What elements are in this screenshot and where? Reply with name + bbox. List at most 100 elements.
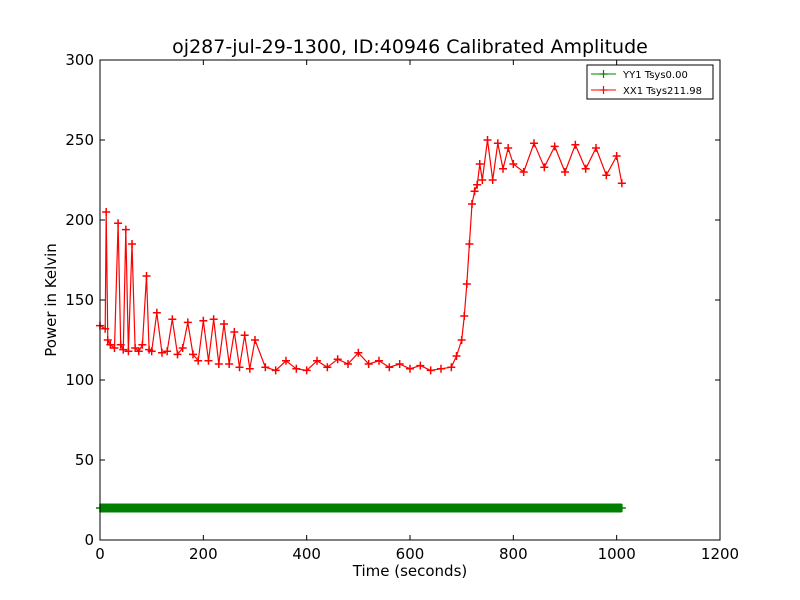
data-point-yy1 [354, 504, 363, 512]
data-point-xx1 [519, 168, 528, 176]
data-point-xx1 [220, 320, 228, 328]
data-point-xx1 [344, 360, 352, 368]
data-point-xx1 [473, 180, 482, 189]
data-point-xx1 [261, 363, 270, 372]
data-point-xx1 [138, 340, 147, 349]
data-point-xx1 [612, 152, 621, 160]
data-point-xx1 [406, 364, 414, 373]
x-tick-label: 1000 [598, 545, 636, 563]
series-xx1 [96, 136, 626, 375]
data-point-xx1 [110, 344, 119, 352]
data-point-xx1 [395, 360, 404, 368]
data-point-xx1 [168, 315, 177, 324]
data-point-xx1 [457, 336, 466, 344]
data-point-xx1 [116, 340, 125, 349]
data-point-xx1 [571, 140, 580, 149]
data-point-xx1 [178, 344, 187, 352]
y-tick-label: 300 [65, 51, 94, 69]
legend-label-xx1: XX1 Tsys211.98 [623, 86, 702, 97]
x-tick-label: 200 [189, 545, 218, 563]
data-point-xx1 [470, 187, 479, 196]
data-point-xx1 [158, 348, 166, 357]
data-point-xx1 [465, 240, 474, 248]
y-axis-ticks: 0 50 100 150 200 250 300 [65, 51, 720, 549]
data-point-xx1 [128, 240, 137, 248]
data-point-xx1 [475, 160, 484, 168]
data-point-xx1 [462, 280, 471, 288]
data-point-xx1 [209, 315, 218, 324]
data-point-xx1 [581, 164, 590, 173]
legend-marker-yy1 [599, 70, 608, 78]
data-point-xx1 [323, 363, 332, 372]
data-point-xx1 [134, 347, 143, 356]
data-point-xx1 [530, 139, 538, 148]
data-point-xx1 [245, 364, 254, 373]
data-point-xx1 [447, 363, 456, 372]
data-point-xx1 [292, 364, 301, 373]
data-point-xx1 [302, 366, 311, 375]
data-point-xx1 [214, 360, 223, 368]
x-tick-label: 400 [292, 545, 321, 563]
data-point-xx1 [426, 366, 435, 375]
data-point-xx1 [101, 324, 110, 333]
series-yy1 [96, 503, 626, 513]
data-point-xx1 [354, 348, 363, 357]
x-axis-ticks: 0 200 400 600 800 1000 1200 [95, 60, 739, 563]
plot-area [100, 60, 720, 540]
y-tick-label: 50 [75, 451, 94, 469]
data-point-yy1 [561, 504, 569, 512]
y-tick-label: 0 [84, 531, 94, 549]
y-tick-label: 100 [65, 371, 94, 389]
data-point-yy1 [302, 504, 311, 512]
legend-box [586, 64, 714, 100]
data-point-xx1 [504, 144, 513, 152]
data-point-xx1 [375, 356, 383, 365]
data-point-xx1 [142, 272, 151, 280]
data-point-xx1 [509, 160, 518, 168]
data-point-xx1 [416, 361, 425, 370]
data-point-xx1 [204, 356, 213, 365]
data-point-xx1 [488, 176, 497, 184]
data-point-yy1 [509, 504, 518, 512]
data-point-xx1 [561, 168, 569, 176]
data-point-xx1 [493, 139, 502, 148]
data-point-xx1 [313, 356, 321, 365]
data-point-xx1 [194, 356, 203, 365]
legend: YY1 Tsys0.00 XX1 Tsys211.98 [586, 64, 714, 100]
data-point-yy1 [199, 504, 208, 512]
data-point-xx1 [468, 200, 476, 208]
data-point-xx1 [282, 356, 290, 365]
data-point-xx1 [163, 347, 172, 356]
data-point-xx1 [183, 318, 192, 327]
data-point-xx1 [199, 316, 208, 325]
legend-label-yy1: YY1 Tsys0.00 [622, 70, 688, 81]
data-point-xx1 [152, 308, 161, 317]
x-tick-label: 600 [396, 545, 425, 563]
data-point-xx1 [173, 350, 182, 359]
data-point-xx1 [119, 345, 128, 354]
data-point-xx1 [540, 163, 549, 172]
data-point-xx1 [460, 312, 469, 320]
data-point-xx1 [102, 208, 111, 216]
data-point-xx1 [121, 225, 130, 234]
data-point-xx1 [271, 366, 280, 375]
data-point-xx1 [364, 360, 373, 368]
data-point-yy1 [406, 504, 414, 512]
legend-marker-xx1 [599, 86, 608, 94]
data-point-yy1 [617, 504, 626, 512]
y-tick-label: 150 [65, 291, 94, 309]
chart-title: oj287-jul-29-1300, ID:40946 Calibrated A… [172, 36, 648, 58]
y-tick-label: 200 [65, 211, 94, 229]
x-tick-label: 0 [95, 545, 105, 563]
data-point-xx1 [230, 328, 239, 336]
data-point-xx1 [103, 336, 112, 344]
data-point-xx1 [240, 331, 249, 340]
y-axis-label: Power in Kelvin [42, 243, 60, 357]
data-point-xx1 [225, 360, 234, 368]
data-point-xx1 [106, 340, 115, 349]
data-point-yy1 [147, 504, 156, 512]
data-point-xx1 [602, 171, 611, 180]
data-point-xx1 [251, 336, 259, 344]
data-point-xx1 [147, 347, 156, 356]
